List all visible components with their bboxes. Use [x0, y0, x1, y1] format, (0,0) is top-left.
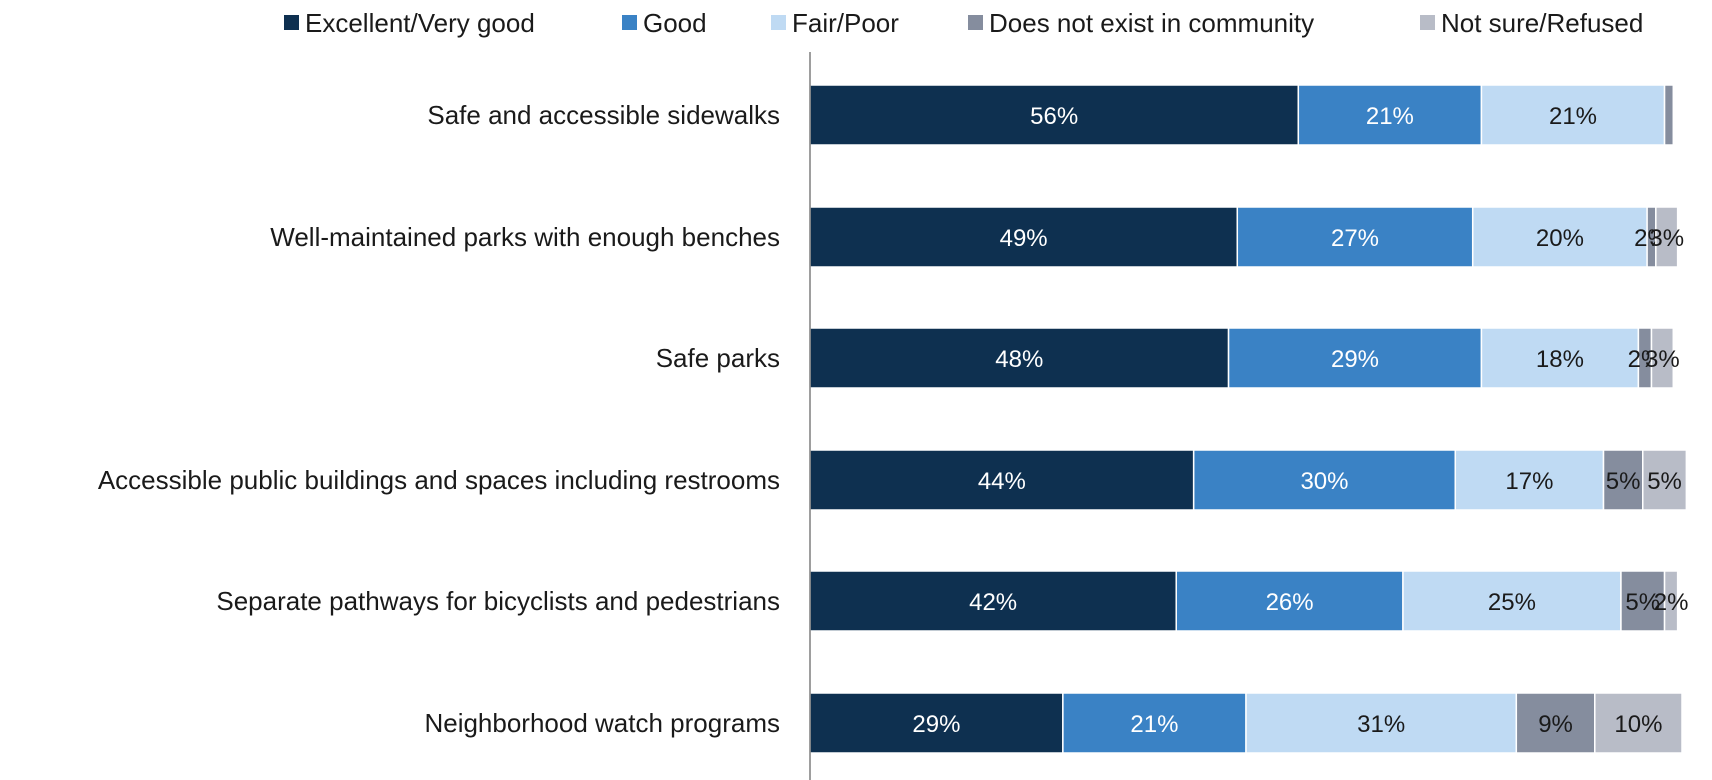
- data-label-fair-poor: 17%: [1505, 468, 1553, 495]
- category-label: Well-maintained parks with enough benche…: [270, 222, 780, 252]
- data-label-excellent-very-good: 48%: [995, 346, 1043, 373]
- data-label-good: 29%: [1331, 346, 1379, 373]
- data-label-fair-poor: 31%: [1357, 711, 1405, 738]
- data-label-good: 21%: [1130, 711, 1178, 738]
- bar-segment-fair-poor: [1245, 692, 1518, 754]
- data-label-fair-poor: 18%: [1536, 346, 1584, 373]
- bar-segment-excellent-very-good: [809, 84, 1300, 146]
- bar-segment-does-not-exist-in-community: [1515, 692, 1596, 754]
- data-label-good: 21%: [1366, 103, 1414, 130]
- legend-label: Not sure/Refused: [1441, 8, 1643, 38]
- legend-swatch: [1420, 15, 1435, 30]
- bar-segment-not-sure-refused: [1655, 206, 1679, 268]
- data-label-not-sure-refused: 5%: [1647, 468, 1682, 495]
- data-label-fair-poor: 25%: [1488, 589, 1536, 616]
- bar-segment-not-sure-refused: [1642, 449, 1688, 511]
- data-label-does-not-exist-in-community: 9%: [1538, 711, 1573, 738]
- bar-segment-fair-poor: [1454, 449, 1605, 511]
- data-label-fair-poor: 20%: [1536, 225, 1584, 252]
- data-label-excellent-very-good: 42%: [969, 589, 1017, 616]
- data-label-good: 26%: [1266, 589, 1314, 616]
- category-label: Separate pathways for bicyclists and ped…: [216, 586, 780, 616]
- bar-segment-not-sure-refused: [1663, 570, 1679, 632]
- legend-label: Excellent/Very good: [305, 8, 535, 38]
- legend-item-fair-poor: Fair/Poor: [771, 8, 899, 38]
- bar-segment-excellent-very-good: [809, 449, 1195, 511]
- data-label-excellent-very-good: 49%: [1000, 225, 1048, 252]
- bar-segment-good: [1062, 692, 1247, 754]
- data-label-excellent-very-good: 29%: [912, 711, 960, 738]
- bar-area: 56% 21% 21%49% 27% 20% 2%3%48% 29% 18% 2%3%44% 30…: [809, 84, 1689, 754]
- legend-item-good: Good: [622, 8, 707, 38]
- bar-segment-fair-poor: [1471, 206, 1648, 268]
- data-label-not-sure-refused: 10%: [1614, 711, 1662, 738]
- bar-segment-good: [1227, 327, 1483, 389]
- data-label-does-not-exist-in-community: 5%: [1625, 589, 1660, 616]
- bar-row-accessible-public-buildings-and-spaces-including-restrooms: 44% 30% 17% 5% 5%: [809, 449, 1688, 511]
- category-label: Safe and accessible sidewalks: [427, 100, 780, 130]
- legend-label: Fair/Poor: [792, 8, 899, 38]
- data-label-does-not-exist-in-community: 5%: [1606, 468, 1641, 495]
- bar-row-neighborhood-watch-programs: 29% 21% 31% 9% 10%: [809, 692, 1683, 754]
- bar-segment-fair-poor: [1480, 84, 1666, 146]
- chart-legend: Excellent/Very good Good Fair/Poor Does not…: [284, 8, 1643, 38]
- bar-segment-good: [1236, 206, 1474, 268]
- category-labels: Safe and accessible sidewalks Well-mainta…: [98, 100, 780, 738]
- bar-segment-excellent-very-good: [809, 692, 1064, 754]
- bar-segment-good: [1175, 570, 1404, 632]
- legend-label: Does not exist in community: [989, 8, 1314, 38]
- legend-swatch: [622, 15, 637, 30]
- legend-item-does-not-exist-in-community: Does not exist in community: [968, 8, 1314, 38]
- bar-segment-not-sure-refused: [1594, 692, 1683, 754]
- legend-swatch: [968, 15, 983, 30]
- bar-segment-does-not-exist-in-community: [1620, 570, 1666, 632]
- bar-row-safe-and-accessible-sidewalks: 56% 21% 21%: [809, 84, 1675, 146]
- legend-swatch: [771, 15, 786, 30]
- legend-swatch: [284, 15, 299, 30]
- bar-segment-does-not-exist-in-community: [1663, 84, 1675, 146]
- category-label: Accessible public buildings and spaces i…: [98, 465, 780, 495]
- data-label-not-sure-refused: 3%: [1645, 346, 1680, 373]
- bar-segment-good: [1297, 84, 1483, 146]
- legend-label: Good: [643, 8, 707, 38]
- bar-segment-does-not-exist-in-community: [1602, 449, 1644, 511]
- bar-row-well-maintained-parks-with-enough-benches: 49% 27% 20% 2%3%: [809, 206, 1684, 268]
- data-label-excellent-very-good: 44%: [978, 468, 1026, 495]
- bar-segment-fair-poor: [1402, 570, 1622, 632]
- bar-segment-excellent-very-good: [809, 327, 1230, 389]
- data-label-not-sure-refused: 3%: [1649, 225, 1684, 252]
- category-label: Neighborhood watch programs: [424, 708, 780, 738]
- data-label-excellent-very-good: 56%: [1030, 103, 1078, 130]
- legend-item-not-sure-refused: Not sure/Refused: [1420, 8, 1643, 38]
- bar-row-safe-parks: 48% 29% 18% 2%3%: [809, 327, 1680, 389]
- bar-segment-excellent-very-good: [809, 206, 1239, 268]
- data-label-not-sure-refused: 2%: [1654, 589, 1689, 616]
- bar-segment-good: [1192, 449, 1457, 511]
- data-label-good: 30%: [1300, 468, 1348, 495]
- bar-segment-excellent-very-good: [809, 570, 1177, 632]
- category-label: Safe parks: [656, 343, 780, 373]
- legend-item-excellent-very-good: Excellent/Very good: [284, 8, 535, 38]
- data-label-good: 27%: [1331, 225, 1379, 252]
- bar-row-separate-pathways-for-bicyclists-and-pedestrians: 42% 26% 25% 5%2%: [809, 570, 1689, 632]
- bar-segment-not-sure-refused: [1650, 327, 1675, 389]
- data-label-fair-poor: 21%: [1549, 103, 1597, 130]
